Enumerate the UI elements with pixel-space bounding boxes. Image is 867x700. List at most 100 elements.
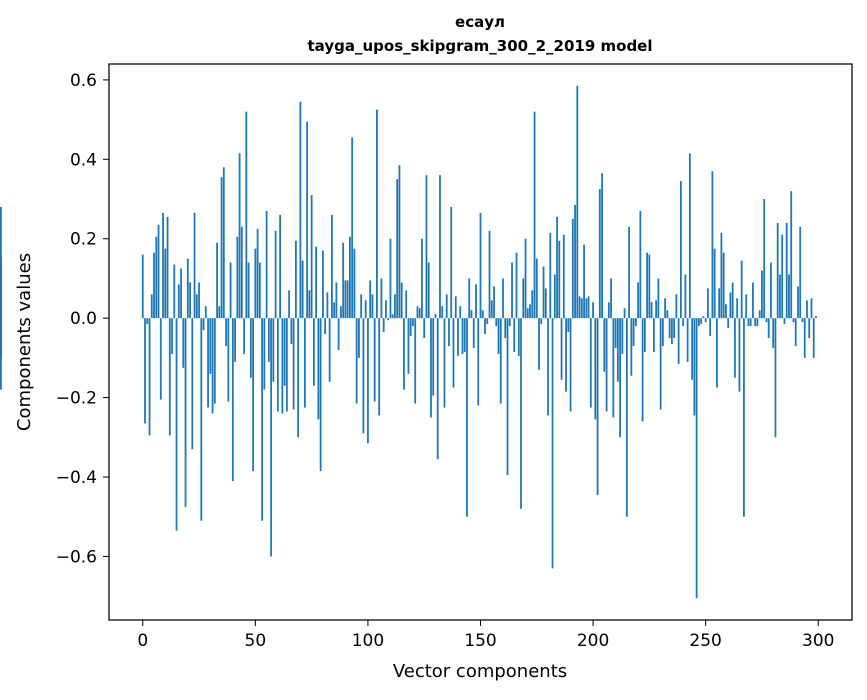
bar (783, 318, 786, 325)
bar (529, 304, 531, 319)
bar (486, 318, 489, 325)
y-tick-label: −0.2 (56, 389, 97, 409)
bar (312, 318, 315, 386)
bar (596, 318, 599, 495)
bar (249, 318, 252, 378)
bar (211, 318, 214, 414)
bar (770, 262, 772, 319)
bar (619, 318, 621, 438)
chart-title: есаул (455, 13, 505, 31)
bar (459, 306, 462, 319)
bar (414, 318, 417, 404)
bar (448, 318, 450, 346)
bar (418, 308, 421, 319)
bar (141, 254, 144, 319)
bar (292, 318, 295, 410)
y-axis-label: Components values (14, 253, 35, 431)
bar (144, 318, 146, 424)
bar (594, 318, 597, 420)
bar (146, 318, 149, 325)
bar (168, 318, 171, 436)
bar (0, 318, 2, 358)
bar (333, 302, 336, 319)
bar (794, 318, 797, 346)
bar (502, 278, 504, 319)
bar (175, 318, 178, 531)
bar (634, 318, 637, 327)
bar (499, 318, 502, 404)
bar (643, 318, 646, 352)
bar (815, 316, 817, 319)
bar (637, 282, 640, 319)
bar (616, 318, 619, 382)
bar (398, 165, 401, 319)
bar (729, 292, 732, 319)
bar (355, 318, 358, 404)
bar (180, 268, 182, 319)
bar (666, 310, 669, 319)
bar (430, 318, 432, 418)
bar (504, 318, 507, 339)
bar (254, 248, 257, 319)
bar (650, 302, 653, 319)
bar (571, 218, 574, 319)
bar (484, 318, 486, 335)
bar (526, 308, 529, 319)
bar (425, 175, 428, 319)
bar (569, 318, 572, 412)
bar (763, 199, 766, 319)
bar (445, 294, 448, 319)
bar (639, 210, 642, 319)
bar (607, 302, 610, 319)
bar (335, 282, 338, 319)
bar (247, 262, 250, 319)
chart-subtitle: tayga_upos_skipgram_300_2_2019 model (308, 37, 653, 55)
bar (387, 318, 390, 321)
bar (758, 310, 761, 319)
bar (803, 318, 806, 358)
bar (346, 280, 349, 319)
bar (664, 298, 667, 319)
bar (389, 238, 392, 319)
bar (279, 214, 282, 319)
bar (310, 195, 313, 319)
bar (218, 306, 221, 319)
bar (704, 318, 707, 323)
bar (535, 258, 538, 319)
bar (342, 242, 345, 319)
bar (592, 302, 594, 319)
bar (700, 318, 703, 325)
bar (603, 318, 606, 372)
x-tick-label: 200 (577, 631, 609, 651)
bar (321, 250, 324, 319)
bar (659, 318, 662, 410)
bar (148, 318, 151, 436)
x-tick-label: 100 (352, 631, 384, 651)
bar (691, 318, 694, 380)
bar (745, 294, 748, 319)
bar (668, 318, 671, 339)
bar (209, 318, 212, 374)
bar (0, 258, 2, 319)
bar (432, 318, 435, 396)
bar (236, 236, 239, 319)
bar (549, 232, 552, 319)
bar (765, 318, 768, 323)
bar (621, 318, 624, 354)
bar (225, 318, 227, 346)
bar (628, 226, 630, 319)
bar (508, 318, 511, 327)
bar (382, 318, 385, 333)
bar (605, 318, 608, 412)
bar (263, 318, 266, 390)
bar (538, 318, 540, 370)
bar (297, 318, 300, 438)
bar (353, 248, 356, 319)
x-tick-label: 250 (689, 631, 721, 651)
bar (189, 282, 191, 319)
bar (598, 189, 601, 319)
bar (736, 298, 739, 319)
bar (542, 266, 545, 319)
bar (506, 318, 509, 476)
bar (495, 318, 498, 327)
